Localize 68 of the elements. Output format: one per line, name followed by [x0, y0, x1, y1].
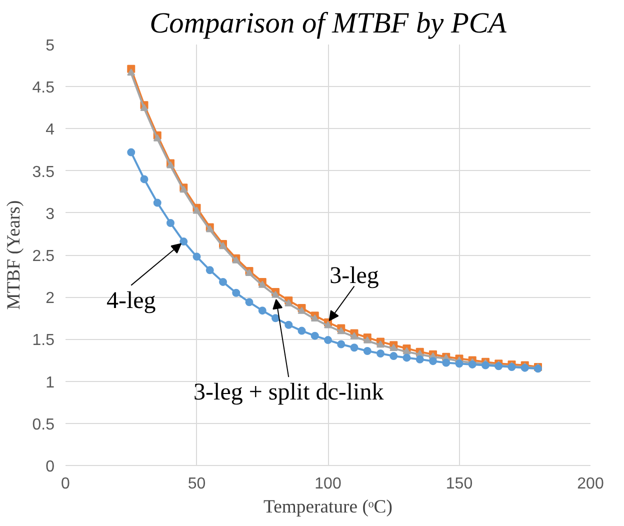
y-tick-label: 2.5 [32, 248, 55, 265]
chart-title: Comparison of MTBF by PCA [150, 8, 508, 40]
x-tick-label: 50 [188, 476, 206, 492]
point [272, 314, 280, 322]
point [337, 327, 346, 334]
point [416, 355, 424, 364]
point [337, 340, 346, 348]
annotation: 3-leg [330, 263, 379, 290]
y-axis-title: MTBF (Years) [3, 200, 24, 310]
point [310, 332, 319, 340]
point [442, 358, 450, 367]
point [363, 346, 372, 355]
point [324, 321, 332, 328]
point [258, 280, 266, 288]
point [206, 266, 214, 274]
point [376, 350, 384, 358]
point [402, 354, 411, 362]
x-tick-label: 0 [61, 476, 70, 492]
point [192, 206, 201, 214]
point [153, 198, 162, 207]
point [140, 104, 148, 112]
point [127, 148, 136, 156]
y-tick-label: 3.5 [32, 164, 55, 181]
point [219, 278, 227, 286]
point [494, 362, 503, 370]
point [284, 320, 293, 329]
point [520, 364, 529, 372]
point [284, 299, 293, 306]
annotation: 3-leg + split dc-link [194, 380, 384, 406]
y-tick-label: 1.5 [32, 332, 55, 350]
y-tick-label: 1 [46, 374, 55, 392]
point [127, 68, 136, 76]
point [258, 306, 266, 315]
point [232, 288, 240, 297]
y-tick-label: 0 [46, 458, 55, 476]
point [298, 326, 306, 335]
point [350, 332, 358, 340]
y-tick-label: 4 [46, 122, 55, 139]
point [429, 357, 437, 366]
x-axis-title: Temperature (ᵒC) [264, 496, 392, 518]
y-tick-label: 0.5 [32, 416, 55, 434]
x-tick-label: 150 [446, 476, 473, 492]
point [468, 360, 476, 368]
point [180, 238, 188, 246]
point [140, 175, 148, 184]
x-tick-label: 200 [577, 476, 604, 492]
point [390, 344, 398, 351]
point [310, 314, 319, 322]
y-tick-label: 2 [46, 290, 55, 308]
point [363, 336, 372, 344]
point [324, 336, 332, 344]
point [153, 134, 162, 142]
point [390, 352, 398, 360]
point [402, 347, 411, 354]
point [376, 340, 384, 348]
y-tick-label: 5 [46, 38, 55, 54]
y-tick-label: 3 [46, 206, 55, 223]
x-tick-label: 100 [314, 476, 342, 492]
point [166, 219, 174, 227]
point [482, 361, 490, 370]
point [298, 306, 306, 314]
point [455, 360, 464, 368]
point [350, 344, 358, 352]
point [272, 290, 280, 298]
y-tick-label: 4.5 [32, 80, 55, 97]
annotation: 4-leg [106, 288, 156, 314]
point [192, 252, 201, 261]
point [245, 298, 254, 306]
